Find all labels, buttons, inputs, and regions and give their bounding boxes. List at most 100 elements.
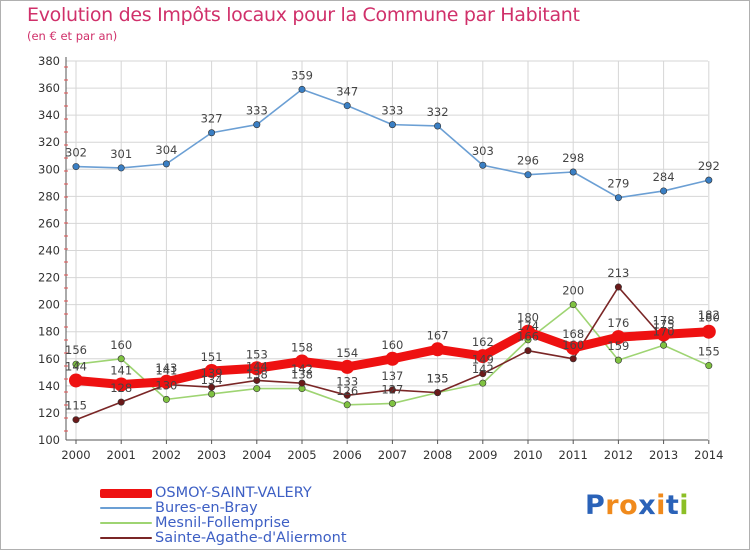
y-tick-label: 340: [38, 108, 60, 122]
data-point: [705, 362, 713, 370]
data-point: [114, 377, 129, 392]
data-label: 154: [336, 346, 358, 360]
data-label: 302: [65, 146, 87, 160]
data-label: 138: [291, 368, 313, 382]
data-label: 167: [427, 328, 449, 342]
legend-label-bures: Bures-en-Bray: [155, 500, 258, 516]
logo-letter: i: [656, 490, 666, 521]
x-tick-label: 2013: [649, 448, 678, 462]
data-label: 156: [65, 343, 87, 357]
data-point: [298, 379, 306, 387]
data-label: 142: [291, 362, 313, 376]
x-tick-label: 2011: [559, 448, 588, 462]
data-label: 126: [336, 384, 358, 398]
x-tick-label: 2009: [468, 448, 497, 462]
chart-subtitle: (en € et par an): [27, 29, 118, 43]
data-label: 130: [155, 378, 177, 392]
data-label: 158: [291, 340, 313, 354]
x-tick-label: 2006: [333, 448, 362, 462]
logo-letter: t: [665, 490, 680, 521]
data-label: 155: [698, 345, 720, 359]
data-label: 175: [653, 317, 675, 331]
y-tick-label: 300: [38, 162, 60, 176]
legend-item-sainte-agathe: Sainte-Agathe-d'Aliermont: [100, 530, 347, 546]
data-labels: 302 301 304 327 333 359 347 333 332 303 296 298 279 2…: [65, 68, 720, 412]
data-point: [660, 341, 668, 349]
data-label: 144: [65, 359, 87, 373]
data-point: [656, 327, 671, 342]
y-tick-label: 380: [38, 54, 60, 68]
data-label: 301: [110, 147, 132, 161]
proxiti-logo: Proxiti: [585, 490, 689, 521]
data-point: [69, 373, 83, 388]
legend-swatch-mesnil: [100, 522, 152, 524]
x-tick-label: 2000: [61, 448, 90, 462]
x-tick-labels: 2000 2001 2002 2003 2004 2005 2006 2007 2008 2009…: [61, 448, 723, 462]
data-point: [479, 379, 487, 387]
y-tick-label: 120: [38, 406, 60, 420]
data-point: [208, 383, 216, 391]
data-label: 180: [517, 311, 539, 325]
y-tick-label: 180: [38, 325, 60, 339]
data-label: 139: [201, 366, 223, 380]
data-point: [614, 356, 622, 364]
data-point: [253, 376, 261, 384]
x-tick-label: 2014: [694, 448, 723, 462]
legend-swatch-bures: [100, 507, 152, 509]
data-label: 168: [562, 327, 584, 341]
data-label: 304: [155, 143, 177, 157]
data-point: [660, 187, 668, 195]
y-tick-label: 280: [38, 189, 60, 203]
x-tick-label: 2001: [107, 448, 136, 462]
data-point: [614, 283, 622, 291]
data-label: 359: [291, 68, 313, 82]
data-point: [249, 361, 264, 376]
data-label: 170: [653, 324, 675, 338]
data-point: [117, 164, 125, 172]
data-point: [569, 168, 577, 176]
data-label: 141: [110, 364, 132, 378]
data-point: [162, 160, 170, 168]
data-point: [434, 122, 442, 130]
data-label: 333: [246, 104, 268, 118]
data-label: 153: [246, 347, 268, 361]
data-label: 298: [562, 151, 584, 165]
data-point: [298, 85, 306, 93]
data-point: [72, 360, 80, 368]
data-label: 180: [698, 311, 720, 325]
data-point: [72, 163, 80, 171]
data-point: [569, 301, 577, 309]
data-label: 303: [472, 144, 494, 158]
data-label: 296: [517, 154, 539, 168]
x-tick-label: 2002: [152, 448, 181, 462]
data-point: [340, 359, 355, 374]
chart-title: Evolution des Impôts locaux pour la Comm…: [27, 4, 580, 26]
axes: [64, 57, 710, 444]
data-label: 279: [607, 177, 629, 191]
data-label: 200: [562, 284, 584, 298]
y-tick-label: 220: [38, 271, 60, 285]
data-point: [385, 351, 400, 366]
data-point: [524, 171, 532, 179]
data-point: [611, 330, 626, 345]
data-label: 160: [110, 338, 132, 352]
x-tick-label: 2010: [513, 448, 542, 462]
logo-letter: r: [605, 490, 620, 521]
legend-label-osmoy: OSMOY-SAINT-VALERY: [155, 485, 312, 501]
series-points: [69, 85, 716, 424]
data-point: [479, 161, 487, 169]
data-label: 333: [381, 104, 403, 118]
data-label: 162: [472, 335, 494, 349]
data-label: 144: [246, 359, 268, 373]
data-label: 176: [607, 316, 629, 330]
data-label: 159: [607, 339, 629, 353]
legend-label-mesnil: Mesnil-Follemprise: [155, 515, 290, 531]
data-point: [343, 401, 351, 409]
data-point: [430, 342, 445, 357]
data-label: 138: [246, 368, 268, 382]
data-label: 182: [698, 308, 720, 322]
data-point: [479, 370, 487, 378]
data-label: 135: [427, 372, 449, 386]
data-point: [343, 102, 351, 110]
